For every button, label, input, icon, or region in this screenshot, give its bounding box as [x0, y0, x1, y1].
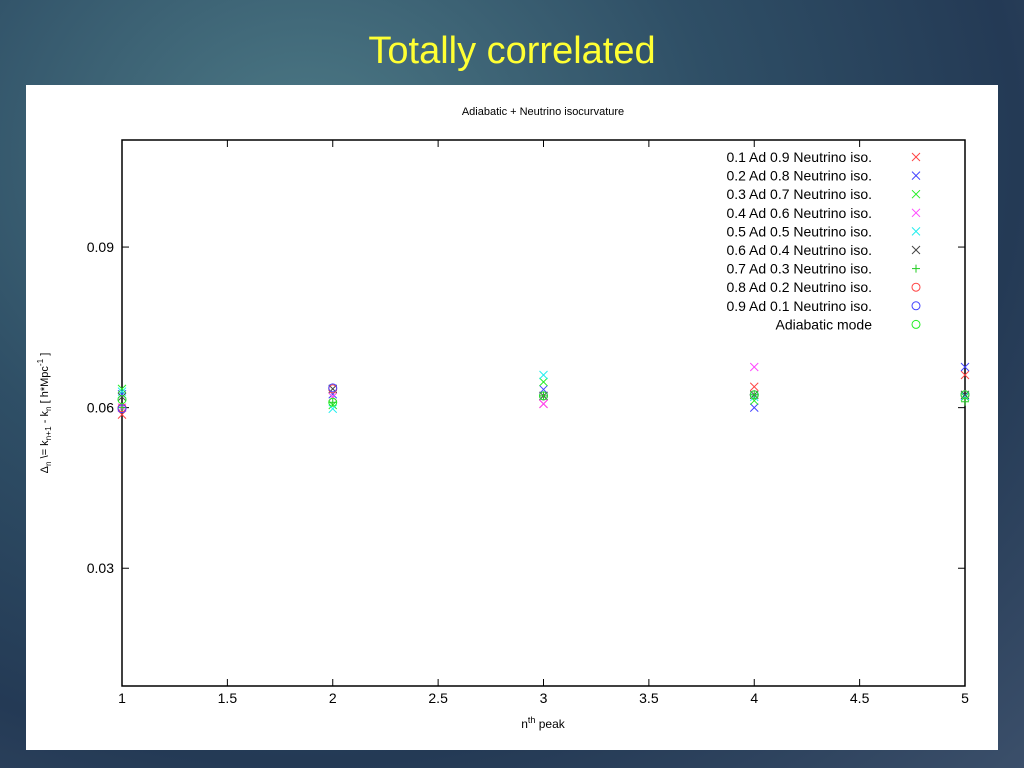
- y-tick-label: 0.06: [87, 400, 114, 416]
- data-point: [749, 390, 759, 400]
- legend-label: 0.4 Ad 0.6 Neutrino iso.: [726, 205, 872, 221]
- legend-label: 0.5 Ad 0.5 Neutrino iso.: [726, 223, 872, 239]
- legend-label: 0.3 Ad 0.7 Neutrino iso.: [726, 186, 872, 202]
- x-tick-label: 4.5: [850, 690, 870, 706]
- y-tick-label: 0.09: [87, 239, 114, 255]
- data-point: [960, 391, 970, 401]
- plot-frame: [121, 139, 966, 687]
- legend-marker: [911, 189, 921, 199]
- data-point: [749, 362, 759, 372]
- data-point: [328, 404, 338, 414]
- data-points: [117, 362, 970, 419]
- x-tick-label: 4: [750, 690, 758, 706]
- x-tick-label: 2.5: [428, 690, 448, 706]
- data-point: [749, 403, 759, 413]
- legend-label: 0.2 Ad 0.8 Neutrino iso.: [726, 168, 872, 184]
- data-point: [960, 370, 970, 380]
- legend-label: 0.7 Ad 0.3 Neutrino iso.: [726, 261, 872, 277]
- data-point: [328, 398, 337, 407]
- data-point: [328, 397, 338, 407]
- data-point: [750, 390, 759, 399]
- legend-label: 0.6 Ad 0.4 Neutrino iso.: [726, 242, 872, 258]
- legend-marker: [911, 301, 921, 311]
- data-point: [117, 395, 127, 405]
- x-tick-label: 3: [540, 690, 548, 706]
- legend: 0.1 Ad 0.9 Neutrino iso. 0.2 Ad 0.8 Neutr…: [726, 149, 921, 332]
- data-point: [117, 392, 127, 402]
- legend-label: 0.9 Ad 0.1 Neutrino iso.: [726, 298, 872, 314]
- legend-marker: [912, 264, 920, 273]
- legend-label: Adiabatic mode: [775, 316, 872, 332]
- x-tick-label: 1: [118, 690, 126, 706]
- data-point: [960, 362, 970, 372]
- slide-title: Totally correlated: [368, 30, 656, 72]
- chart-panel: Adiabatic + Neutrino isocurvature 1 1.5 2 2…: [26, 85, 998, 750]
- y-tick-label: 0.03: [87, 560, 114, 576]
- legend-marker: [911, 152, 921, 162]
- data-point: [539, 370, 548, 380]
- data-point: [749, 382, 759, 392]
- data-point: [539, 391, 548, 400]
- legend-marker: [911, 208, 921, 218]
- chart-title: Adiabatic + Neutrino isocurvature: [462, 106, 624, 118]
- x-tick-label: 1.5: [218, 690, 238, 706]
- data-point: [539, 391, 548, 401]
- x-tick-label: 5: [961, 690, 969, 706]
- data-point: [117, 404, 127, 414]
- scatter-chart: Adiabatic + Neutrino isocurvature 1 1.5 2 2…: [36, 106, 970, 731]
- y-axis-label: Δn​ \= kn+1​ - kn​ [ h*Mpc-1​ ]: [36, 353, 53, 474]
- data-point: [539, 399, 548, 409]
- legend-label: 0.8 Ad 0.2 Neutrino iso.: [726, 279, 872, 295]
- legend-marker: [911, 319, 921, 329]
- legend-marker: [911, 171, 921, 180]
- data-point: [539, 385, 548, 394]
- x-tick-label: 2: [329, 690, 337, 706]
- legend-marker: [911, 282, 921, 292]
- legend-marker: [911, 227, 921, 236]
- data-point: [960, 392, 970, 402]
- data-point: [960, 390, 970, 400]
- legend-marker: [911, 245, 921, 255]
- data-point: [328, 383, 338, 393]
- legend-label: 0.1 Ad 0.9 Neutrino iso.: [726, 149, 872, 165]
- x-tick-label: 3.5: [639, 690, 659, 706]
- data-point: [117, 384, 127, 394]
- data-point: [539, 377, 548, 387]
- x-axis-label: nth​ peak: [521, 715, 566, 731]
